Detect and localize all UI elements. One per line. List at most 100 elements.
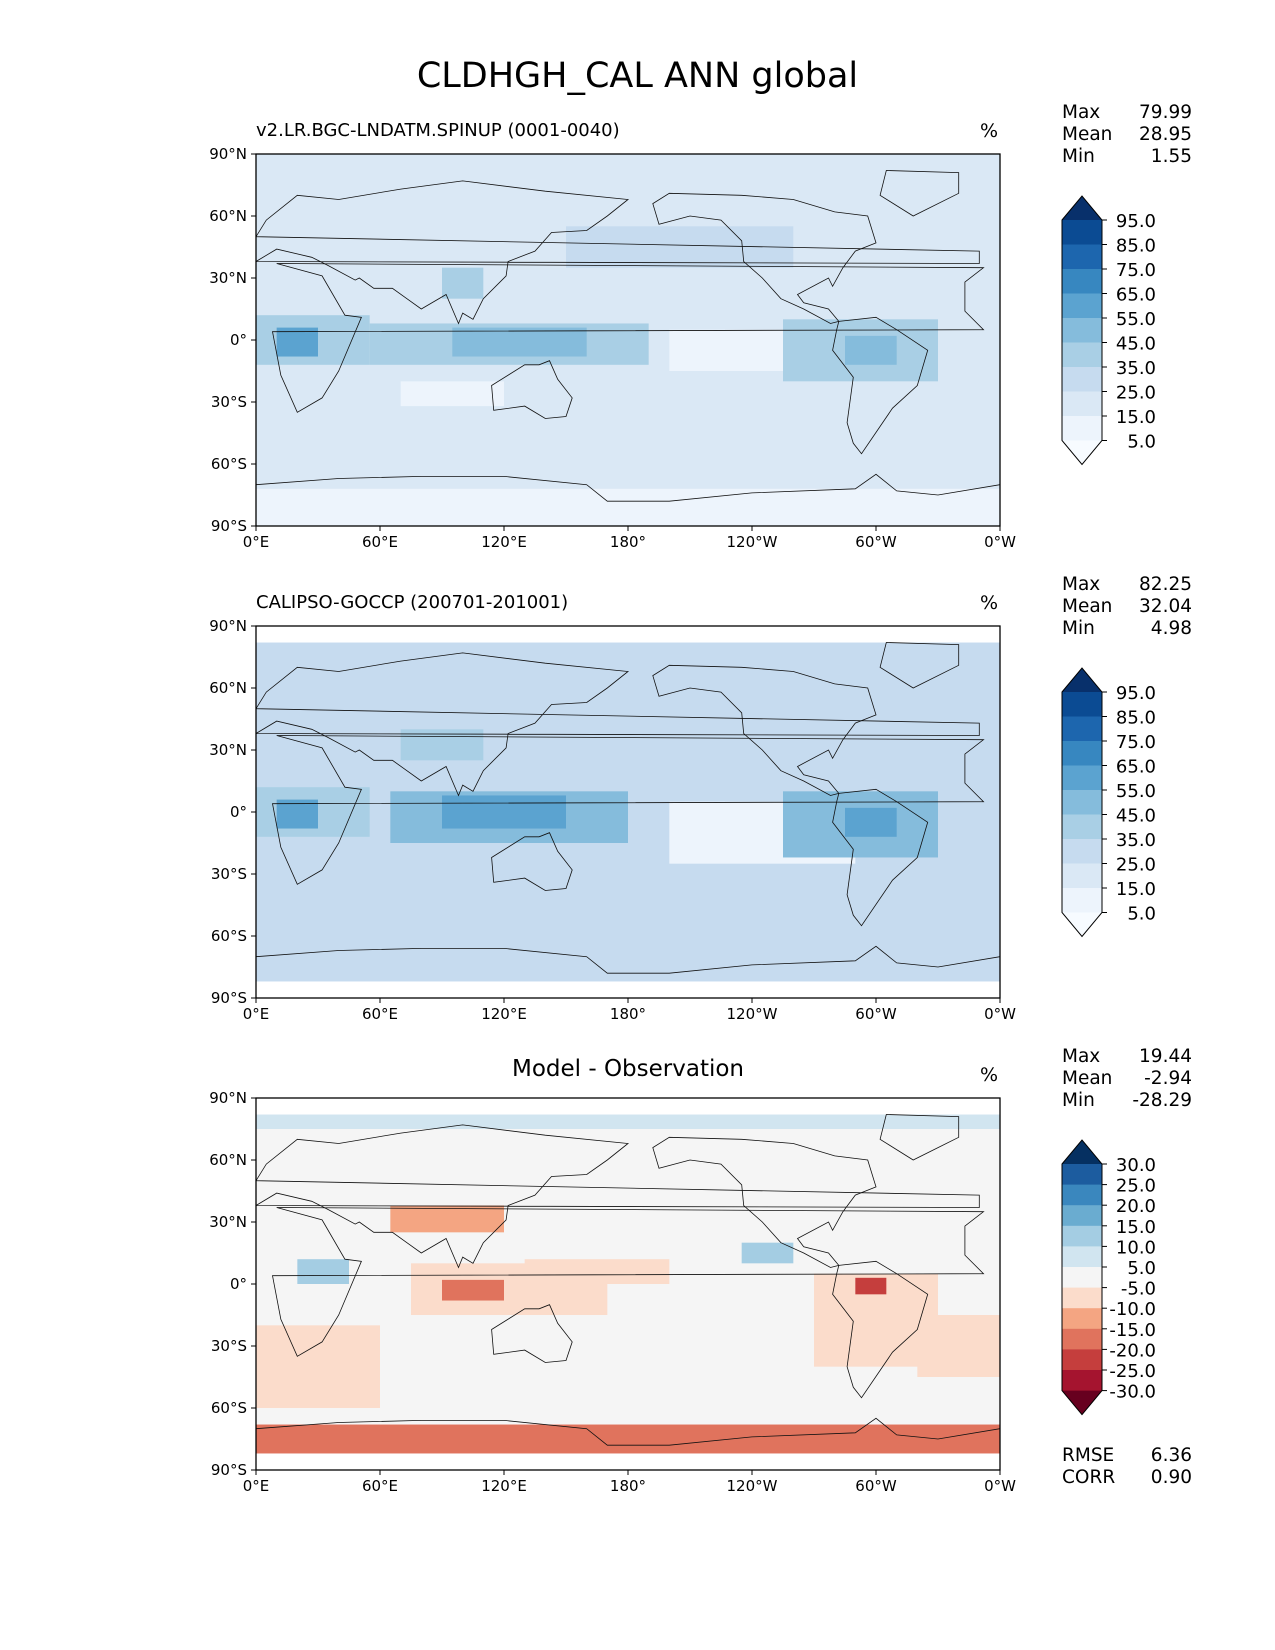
stats-box: Max 79.99 Mean 28.95 Min 1.55 xyxy=(1062,102,1192,168)
coast-north-america xyxy=(652,664,877,796)
colorbar-segment xyxy=(1062,391,1102,417)
x-tick-label: 180° xyxy=(610,533,646,551)
colorbar-segment xyxy=(1062,1164,1102,1186)
x-tick-label: 60°W xyxy=(855,1477,897,1495)
colorbar-segment xyxy=(1062,814,1102,840)
y-tick-label: 30°N xyxy=(209,741,247,759)
colorbar-segment xyxy=(1062,318,1102,343)
panel-observation: 0°E 60°E 120°E 180° 120°W 60°W 0°W 90°N 60°N 30°N… xyxy=(0,574,1275,1030)
y-tick-label: 30°S xyxy=(211,1337,247,1355)
stat-mean-label: Mean xyxy=(1062,124,1113,145)
field-region xyxy=(390,1205,504,1233)
colorbar-extend-max xyxy=(1062,668,1102,692)
colorbar-tick-label: 85.0 xyxy=(1116,236,1156,257)
field-region xyxy=(524,1259,670,1284)
panel-difference: 0°E 60°E 120°E 180° 120°W 60°W 0°W 90°N 60°N 30°N… xyxy=(0,1046,1275,1502)
coast-africa xyxy=(272,1207,985,1357)
stat-min-value: 1.55 xyxy=(1150,146,1192,167)
colorbar-segment xyxy=(1062,244,1102,270)
colorbar-segment xyxy=(1062,790,1102,815)
colorbar-segment xyxy=(1062,765,1102,791)
coast-antarctica xyxy=(256,473,1000,502)
field-region xyxy=(855,1277,887,1295)
map-svg: 0°E 60°E 120°E 180° 120°W 60°W 0°W 90°N 60°N 30°N… xyxy=(209,1089,1156,1495)
field-region xyxy=(256,1424,1000,1454)
stat-max-label: Max xyxy=(1062,1046,1101,1067)
colorbar-segment xyxy=(1062,1205,1102,1227)
coast-africa xyxy=(272,263,985,413)
colorbar-segment xyxy=(1062,1225,1102,1247)
coast-north-america xyxy=(652,1136,877,1268)
x-tick-label: 180° xyxy=(610,1477,646,1495)
y-tick-label: 0° xyxy=(230,1275,247,1293)
colorbar-extend-min xyxy=(1062,1390,1102,1415)
x-tick-label: 0°W xyxy=(984,533,1016,551)
y-tick-label: 30°S xyxy=(211,865,247,883)
x-tick-label: 0°E xyxy=(243,533,270,551)
stat-mean-label: Mean xyxy=(1062,596,1113,617)
y-tick-label: 60°S xyxy=(211,1399,247,1417)
colorbar-tick-label: 45.0 xyxy=(1116,334,1156,355)
colorbar-tick-label: 65.0 xyxy=(1116,285,1156,306)
colorbar-extend-min xyxy=(1062,440,1102,465)
field-region xyxy=(256,488,1000,526)
metrics-box: RMSE 6.36 CORR 0.90 xyxy=(1062,1445,1192,1489)
colorbar-tick-label: 55.0 xyxy=(1116,309,1156,330)
y-tick-label: 60°N xyxy=(209,207,247,225)
colorbar-tick-label: -10.0 xyxy=(1109,1299,1156,1320)
colorbar-tick-label: 35.0 xyxy=(1116,830,1156,851)
x-tick-label: 120°W xyxy=(727,533,778,551)
y-tick-label: 60°N xyxy=(209,679,247,697)
corr-value: 0.90 xyxy=(1150,1467,1192,1488)
y-tick-label: 30°S xyxy=(211,393,247,411)
units-label: % xyxy=(980,592,999,614)
coast-australia xyxy=(491,1304,573,1363)
field-region xyxy=(845,335,897,365)
x-tick-label: 60°E xyxy=(362,533,398,551)
colorbar-tick-label: 5.0 xyxy=(1127,1258,1156,1279)
colorbar-tick-label: 20.0 xyxy=(1116,1196,1156,1217)
stat-min-value: 4.98 xyxy=(1150,618,1192,639)
field-region xyxy=(276,799,318,829)
coast-greenland xyxy=(879,170,960,217)
y-tick-label: 60°N xyxy=(209,1151,247,1169)
stat-max-value: 82.25 xyxy=(1139,574,1192,595)
colorbar-segment xyxy=(1062,416,1102,441)
colorbar-tick-label: 25.0 xyxy=(1116,1176,1156,1197)
y-tick-label: 30°N xyxy=(209,1213,247,1231)
field-region xyxy=(400,381,504,407)
stat-min-label: Min xyxy=(1062,1090,1095,1111)
colorbar-tick-label: 10.0 xyxy=(1116,1237,1156,1258)
colorbar-segment xyxy=(1062,1246,1102,1268)
field-region xyxy=(442,1279,504,1301)
stat-min-value: -28.29 xyxy=(1132,1090,1192,1111)
colorbar-segment xyxy=(1062,367,1102,392)
y-tick-label: 90°S xyxy=(211,517,247,535)
colorbar-segment xyxy=(1062,1370,1102,1392)
colorbar-tick-label: 55.0 xyxy=(1116,781,1156,802)
stat-mean-value: 32.04 xyxy=(1139,596,1192,617)
colorbar-tick-label: 95.0 xyxy=(1116,683,1156,704)
colorbar-segment xyxy=(1062,692,1102,717)
stat-max-label: Max xyxy=(1062,574,1101,595)
colorbar-tick-label: -25.0 xyxy=(1109,1361,1156,1382)
x-tick-label: 0°E xyxy=(243,1477,270,1495)
coast-australia xyxy=(491,832,573,891)
field-region xyxy=(442,267,484,299)
x-tick-label: 120°E xyxy=(481,1477,527,1495)
x-tick-label: 60°W xyxy=(855,533,897,551)
stat-mean-label: Mean xyxy=(1062,1068,1113,1089)
map-svg: 0°E 60°E 120°E 180° 120°W 60°W 0°W 90°N 60°N 30°N… xyxy=(209,145,1156,551)
coast-south-america xyxy=(832,316,929,455)
y-tick-label: 90°S xyxy=(211,989,247,1007)
field-region xyxy=(845,807,897,837)
stat-mean-value: -2.94 xyxy=(1144,1068,1192,1089)
colorbar-tick-label: 15.0 xyxy=(1116,1217,1156,1238)
figure-title: CLDHGH_CAL ANN global xyxy=(416,56,859,96)
y-tick-label: 90°N xyxy=(209,617,247,635)
x-tick-label: 120°W xyxy=(727,1005,778,1023)
y-tick-label: 0° xyxy=(230,803,247,821)
y-tick-label: 60°S xyxy=(211,455,247,473)
colorbar-segment xyxy=(1062,741,1102,766)
colorbar-segment xyxy=(1062,269,1102,294)
